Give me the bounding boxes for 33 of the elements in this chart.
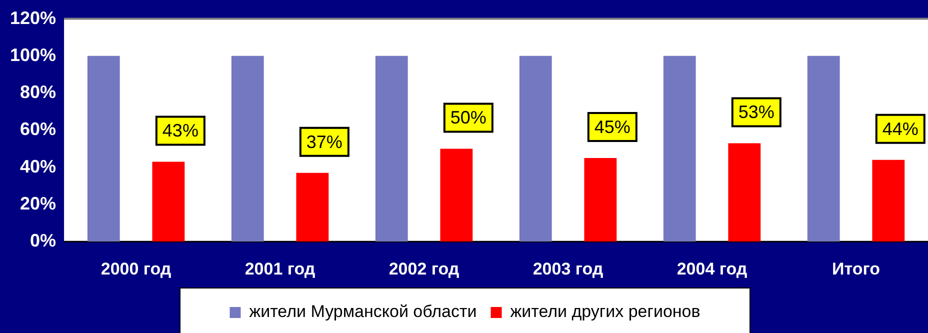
legend-label: жители Мурманской области [249,302,477,322]
bar [519,56,552,242]
bar [296,172,329,242]
bar [584,158,617,242]
bar [728,143,761,242]
x-tick-label: Итого [832,259,880,278]
x-tick-label: 2000 год [100,259,172,278]
y-tick-label: 20% [20,193,56,214]
data-label: 53% [738,102,774,122]
bar [375,56,408,242]
bar [872,160,905,242]
bar [807,56,840,242]
x-tick-label: 2003 год [532,259,604,278]
bar [663,56,696,242]
bar [87,56,120,242]
x-tick-label: 2002 год [388,259,460,278]
data-label: 43% [162,120,198,141]
y-tick-label: 80% [20,82,56,102]
y-tick-label: 40% [20,156,56,176]
y-tick-label: 60% [20,119,56,140]
data-label: 37% [306,132,342,152]
bar [152,162,185,242]
y-tick-label: 0% [30,230,56,251]
legend-label: жители других регионов [510,302,700,322]
bar [440,148,473,242]
data-label: 45% [594,117,630,138]
data-label: 50% [450,108,486,128]
bar [231,56,264,242]
y-tick-label: 100% [10,44,56,65]
data-label: 44% [882,118,918,139]
x-tick-label: 2004 год [676,259,748,278]
y-tick-label: 120% [10,8,56,28]
x-tick-label: 2001 год [244,259,316,278]
